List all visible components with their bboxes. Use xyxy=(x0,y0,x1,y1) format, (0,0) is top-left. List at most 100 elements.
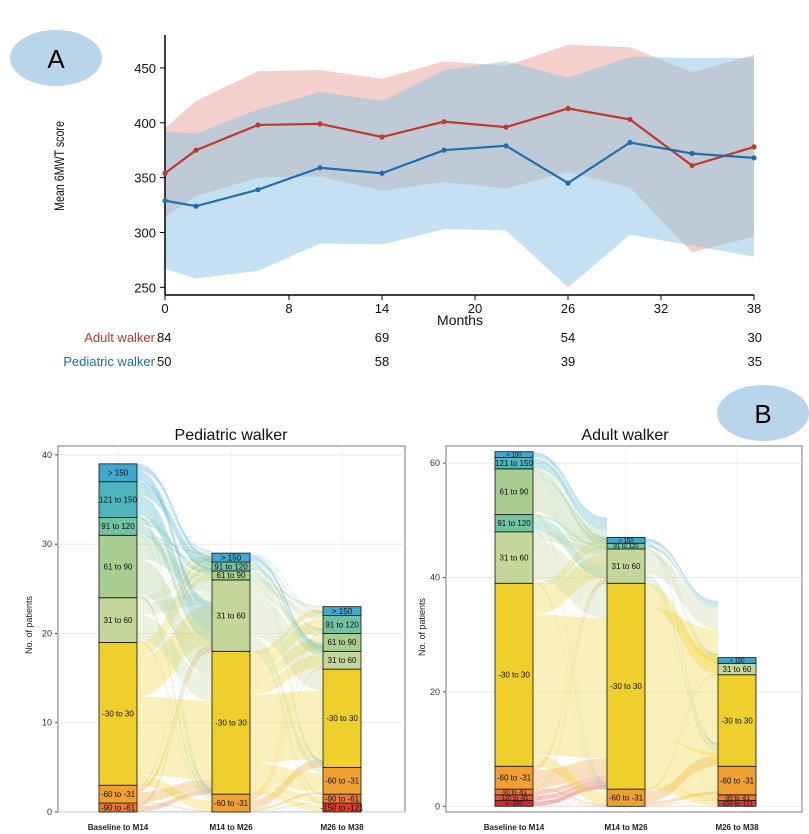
flow-61-to-90-to-60-to-31 xyxy=(250,578,323,764)
flow-60-to-31-to-61-to-90 xyxy=(137,579,212,788)
y-tick-label: 40 xyxy=(42,450,52,460)
flow-91-to-120-to-150 xyxy=(137,517,212,553)
flow-30-to-30-to-91-to-120 xyxy=(250,619,323,670)
data-point-adult-walker xyxy=(565,105,571,112)
flow-60-to-31-to-30-to-30 xyxy=(250,758,323,809)
flow-91-to-120-to-91-to-120 xyxy=(137,518,212,562)
flow-30-to-30-to-31-to-60 xyxy=(250,655,323,695)
flow-30-to-30-to-150-to-121 xyxy=(645,781,718,806)
flow-90-to-61-to-31-to-60 xyxy=(137,648,212,807)
flow-91-to-120-to-30-to-30 xyxy=(250,565,323,653)
flow-121-to-150-to-30-to-30 xyxy=(137,495,212,632)
flow-30-to-30-to-30-to-30 xyxy=(645,607,718,756)
flow-90-to-61-to-31-to-60 xyxy=(533,581,607,791)
data-point-pediatric-walker xyxy=(503,143,509,149)
flow-31-to-60-to-31-to-60 xyxy=(137,592,212,615)
line-y-tick-label: 250 xyxy=(134,280,156,295)
flow-91-to-120-to-31-to-60 xyxy=(645,543,718,655)
flow-31-to-60-to-150-to-121 xyxy=(250,648,323,806)
data-point-pediatric-walker xyxy=(255,187,261,193)
flow-31-to-60-to-90-to-61 xyxy=(250,645,323,797)
stratum-label: -60 to -31 xyxy=(214,799,249,808)
data-point-pediatric-walker xyxy=(193,203,199,209)
stratum-31-to-60 xyxy=(606,548,646,584)
flow-31-to-60-to-150 xyxy=(645,548,718,655)
stratum-150 xyxy=(606,537,646,544)
stratum-label: > 150 xyxy=(506,453,522,459)
flow-31-to-60-to-91-to-120 xyxy=(137,563,212,601)
flow-30-to-30-to-90-to-61 xyxy=(645,773,718,800)
stratum-label: 31 to 60 xyxy=(723,665,752,674)
flow-61-to-90-to-150 xyxy=(533,468,607,538)
stratum-label: 91 to 120 xyxy=(101,522,135,531)
line-x-tick-label: 20 xyxy=(468,301,482,316)
line-chart: 250 300 350 400 450 0 8 14 20 26 32 38 Months Mean … xyxy=(52,35,762,369)
stratum-label: 31 to 60 xyxy=(328,656,357,665)
flow-31-to-60-to-31-to-60 xyxy=(533,533,607,555)
stratum-61-to-90 xyxy=(494,468,534,516)
flow-150-to-61-to-90 xyxy=(137,465,212,569)
flow-60-to-31-to-30-to-30 xyxy=(533,758,607,788)
flow-90-to-61-to-30-to-30 xyxy=(137,789,212,812)
flow-30-to-30-to-60-to-31 xyxy=(250,763,323,792)
line-x-tick-label: 14 xyxy=(375,301,389,316)
flow-31-to-60-to-150 xyxy=(533,531,607,539)
stratum-150 xyxy=(98,463,138,483)
panel-a-label: A xyxy=(47,44,65,74)
line-y-tick-label: 350 xyxy=(134,171,156,186)
stratum-label: -60 to -31 xyxy=(325,777,360,786)
flow-150-to-91-to-120 xyxy=(137,464,212,560)
y-tick-label: 0 xyxy=(435,801,440,811)
flow-150-to-60-to-31 xyxy=(137,480,212,790)
flow-150-to-91-to-120 xyxy=(250,554,323,612)
stratum-label: 61 to 90 xyxy=(500,488,529,497)
adult-alluvial-chart: Adult walker No. of patients 0 20 40 60 < -1… xyxy=(417,427,803,832)
flow-31-to-60-to-61-to-90 xyxy=(250,589,323,638)
flow-61-to-90-to-150 xyxy=(137,535,212,555)
stratum-31-to-60 xyxy=(211,579,251,652)
stratum-label: 91 to 120 xyxy=(613,544,639,550)
flow-60-to-31-to-60-to-31 xyxy=(533,787,607,806)
flow-61-to-90-to-61-to-90 xyxy=(250,572,323,632)
flow-61-to-90-to-30-to-30 xyxy=(137,558,212,676)
stratum-label: < -150 xyxy=(505,802,523,808)
flow-31-to-60-to-150 xyxy=(250,579,323,609)
flow-60-to-31-to-31-to-60 xyxy=(250,667,323,800)
line-x-axis-label: Months xyxy=(437,312,483,328)
panel-b-label: B xyxy=(754,399,771,429)
flow-91-to-120-to-60-to-31 xyxy=(250,569,323,763)
stratum-30-to-30 xyxy=(606,582,646,790)
flow-61-to-90-to-91-to-120 xyxy=(137,537,212,564)
axis-label: Baseline to M14 xyxy=(484,823,545,832)
data-point-adult-walker xyxy=(193,147,199,153)
flow-61-to-90-to-60-to-31 xyxy=(137,593,212,798)
pediatric-chart-title: Pediatric walker xyxy=(175,427,289,444)
flow-61-to-90-to-31-to-60 xyxy=(533,470,607,547)
adult-y-axis-label: No. of patients xyxy=(417,597,427,656)
data-point-pediatric-walker xyxy=(379,170,385,176)
flow-91-to-120-to-91-to-120 xyxy=(533,514,607,544)
axis-label: M26 to M38 xyxy=(320,823,364,832)
stratum-30-to-30 xyxy=(494,582,534,767)
flow-30-to-30-to-150-to-121 xyxy=(250,787,323,812)
axis-label: M14 to M26 xyxy=(209,823,253,832)
flow-150-to-31-to-60 xyxy=(137,465,212,561)
flow-31-to-60-to-150-to-121 xyxy=(645,581,718,798)
flow-30-to-30-to-90-to-61 xyxy=(250,781,323,803)
stratum-label: 61 to 90 xyxy=(104,562,133,571)
flow-60-to-31-to-150 xyxy=(645,662,718,790)
flow-60-to-31-to-30-to-30 xyxy=(645,755,718,802)
at-risk-count: 54 xyxy=(561,330,575,345)
flow-120-to-91-to-30-to-30 xyxy=(533,780,607,801)
flow-30-to-30-to-150 xyxy=(137,556,212,648)
stratum-label: -150 to -121 xyxy=(320,803,364,812)
flow-60-to-31-to-31-to-60 xyxy=(533,578,607,771)
flow-150-to-30-to-30 xyxy=(645,538,718,605)
flow-120-to-91-to-60-to-31 xyxy=(533,800,607,806)
stratum-label: -90 to -61 xyxy=(101,803,136,812)
flow-90-to-61-to-30-to-30 xyxy=(533,775,607,795)
flow-60-to-31-to-60-to-31 xyxy=(137,801,212,812)
y-tick-label: 40 xyxy=(430,573,440,583)
flow-91-to-120-to-150 xyxy=(533,514,607,538)
data-point-pediatric-walker xyxy=(627,139,633,146)
